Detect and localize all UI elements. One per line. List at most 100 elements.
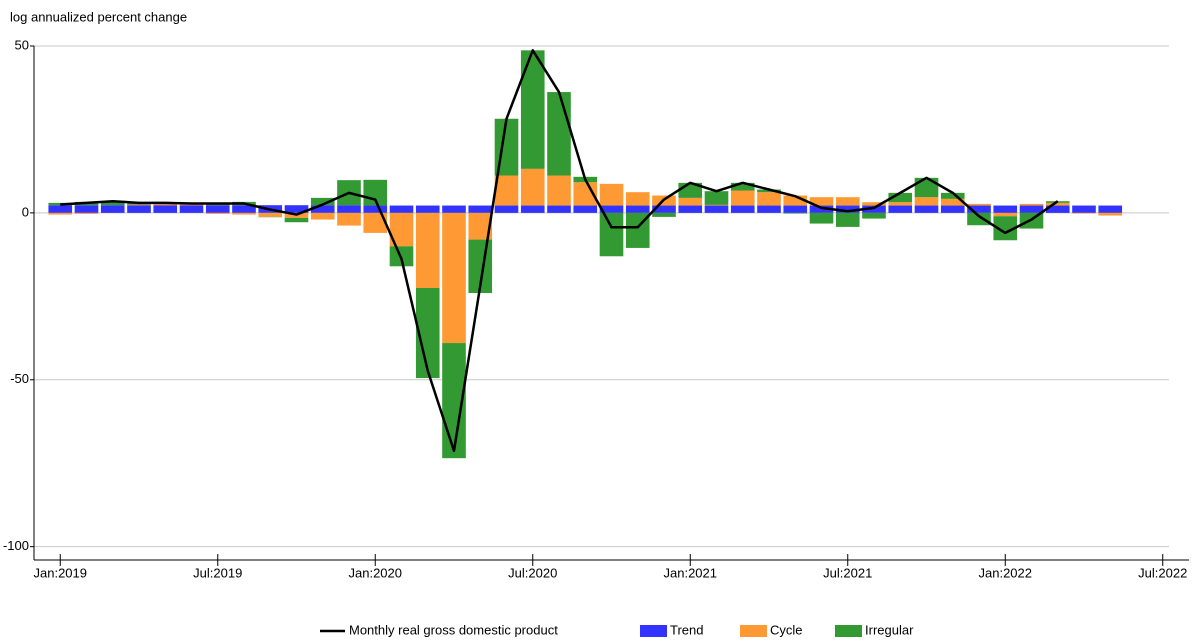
bar (730, 182, 755, 191)
bar (48, 205, 73, 213)
bar (809, 197, 834, 206)
bar (74, 205, 99, 213)
bar (967, 203, 991, 206)
bar (993, 216, 1018, 241)
bar (205, 212, 230, 214)
bar (1098, 205, 1123, 213)
bar (74, 212, 99, 214)
bar (652, 205, 676, 213)
y-tick-label: 0 (22, 204, 29, 219)
bar (704, 191, 729, 205)
bar (888, 192, 913, 203)
bar (940, 192, 965, 199)
bar (310, 197, 335, 206)
bar (205, 205, 230, 213)
legend-swatch (740, 625, 767, 637)
bar (100, 201, 125, 206)
bar (652, 212, 676, 217)
y-tick-label: -100 (3, 538, 29, 553)
bar (704, 205, 729, 213)
bar (153, 203, 178, 206)
bar (1045, 205, 1070, 213)
legend-label: Cycle (770, 622, 803, 637)
bar (888, 202, 913, 206)
bar (940, 198, 965, 206)
bar (862, 205, 886, 213)
bar (599, 212, 624, 257)
bar (520, 205, 545, 213)
bar (284, 217, 309, 223)
y-tick-label: -50 (10, 371, 29, 386)
bar (1019, 203, 1044, 206)
lines (60, 49, 1059, 453)
bar (967, 205, 991, 213)
bar (809, 212, 834, 224)
legend-swatch (640, 625, 667, 637)
bar (704, 204, 729, 206)
bar (48, 212, 73, 215)
bar (100, 205, 125, 213)
y-axis-title: log annualized percent change (10, 9, 187, 24)
legend: Monthly real gross domestic product Trend… (320, 622, 914, 637)
bar (862, 212, 886, 219)
bar (337, 212, 361, 226)
bar (599, 183, 624, 206)
x-tick-label: Jan:2022 (979, 565, 1033, 580)
x-tick-label: Jan:2020 (349, 565, 403, 580)
bar (442, 212, 466, 344)
bar (783, 212, 808, 214)
bar (1072, 205, 1096, 213)
axes: -100 -50 0 50 Jan:2019 Jul:2019 Jan:2020 Jul:20… (3, 37, 1189, 580)
bar (127, 205, 151, 213)
bar (625, 205, 650, 213)
bar (520, 50, 545, 169)
bar (520, 168, 545, 206)
bars (48, 50, 1123, 459)
bar (993, 212, 1018, 217)
bar (415, 205, 440, 213)
bar (914, 177, 939, 198)
bar (415, 287, 440, 379)
x-tick-label: Jul:2020 (508, 565, 557, 580)
bar (232, 212, 256, 215)
bar (363, 212, 388, 233)
x-tick-label: Jul:2021 (823, 565, 872, 580)
bar (547, 205, 571, 213)
bar (914, 197, 939, 206)
bar (835, 205, 860, 213)
bar (415, 212, 440, 288)
bar (730, 205, 755, 213)
bar (730, 190, 755, 206)
bar (363, 205, 388, 213)
legend-label: Trend (670, 622, 703, 637)
bar (940, 205, 965, 213)
x-tick-label: Jul:2022 (1138, 565, 1187, 580)
bar (1019, 205, 1044, 213)
bar (310, 205, 335, 213)
bar (1072, 212, 1096, 214)
bar (599, 205, 624, 213)
bar (835, 212, 860, 227)
bar (678, 197, 703, 206)
bar (547, 92, 571, 176)
bar (757, 189, 781, 193)
bar (809, 205, 834, 213)
bar (678, 205, 703, 213)
bar (862, 202, 886, 206)
bar (835, 197, 860, 206)
bar (573, 205, 598, 213)
bar (232, 205, 256, 213)
bar (258, 212, 283, 217)
legend-label: Monthly real gross domestic product (349, 622, 558, 637)
bar (468, 212, 493, 240)
bar (389, 212, 414, 247)
bar (179, 205, 204, 213)
bar (1045, 202, 1070, 206)
bar (625, 192, 650, 206)
bar (757, 205, 781, 213)
grid (34, 45, 1169, 548)
bar (494, 175, 519, 206)
bar (494, 205, 519, 213)
bar (547, 175, 571, 206)
